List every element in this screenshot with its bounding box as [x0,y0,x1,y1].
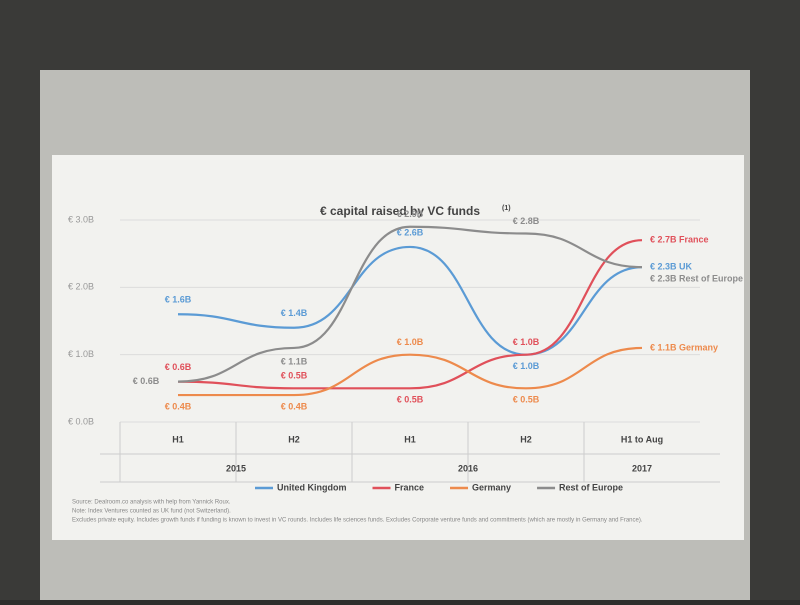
legend-label: Germany [472,482,511,492]
slide [52,155,744,540]
data-label: € 0.5B [281,371,308,381]
data-label: € 1.4B [281,308,308,318]
legend-label: France [395,482,425,492]
data-label: € 1.0B [513,337,540,347]
legend-label: Rest of Europe [559,482,623,492]
x-tick-label: H1 to Aug [621,434,663,444]
data-label: € 2.8B [513,216,540,226]
series-line [177,225,643,383]
data-label: € 2.6B [397,227,424,237]
note: Source: Dealroom.co analysis with help f… [72,500,231,506]
data-label: € 2.3B UK [650,262,693,272]
data-label: € 1.1B Germany [650,342,718,352]
y-tick-label: € 3.0B [68,214,94,224]
year-label: 2017 [632,463,652,473]
data-label: € 0.4B [281,401,308,411]
x-tick-label: H1 [172,434,184,444]
data-label: € 2.7B France [650,235,709,245]
x-tick-label: H1 [404,434,416,444]
y-tick-label: € 2.0B [68,282,94,292]
x-tick-label: H2 [520,434,532,444]
y-tick-label: € 0.0B [68,416,94,426]
year-label: 2016 [458,463,478,473]
data-label: € 0.4B [165,401,192,411]
series-line [178,346,643,397]
title-note: (1) [502,205,511,212]
data-label: € 2.3B Rest of Europe [650,274,743,284]
data-label: € 1.1B [281,356,308,366]
data-label: € 0.5B [397,395,424,405]
data-label: € 1.0B [397,337,424,347]
data-label: € 1.6B [165,295,192,305]
data-label: € 2.9B [397,209,424,219]
x-tick-label: H2 [288,434,300,444]
legend-label: United Kingdom [277,482,347,492]
data-label: € 0.6B [133,376,160,386]
note: Excludes private equity. Includes growth… [72,518,643,524]
y-tick-label: € 1.0B [68,349,94,359]
series-line [177,239,643,390]
series-line [177,245,643,356]
data-label: € 0.6B [165,362,192,372]
data-label: € 1.0B [513,361,540,371]
chart-title: € capital raised by VC funds [320,204,480,218]
year-label: 2015 [226,463,246,473]
note: Note: Index Ventures counted as UK fund … [72,509,231,515]
data-label: € 0.5B [513,395,540,405]
